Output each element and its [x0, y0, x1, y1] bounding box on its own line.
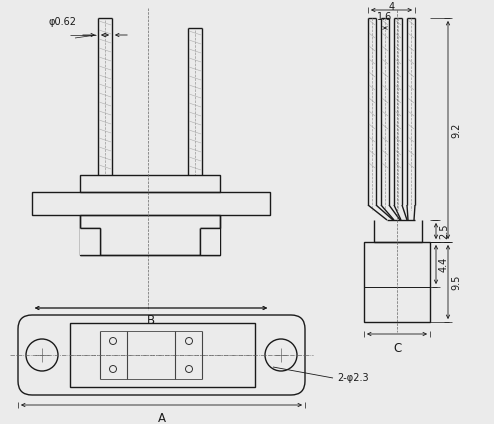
Bar: [364, 242, 430, 322]
Text: 2-φ2.3: 2-φ2.3: [337, 373, 369, 383]
Text: A: A: [158, 412, 165, 424]
Bar: [80, 228, 100, 255]
Text: φ0.62: φ0.62: [48, 17, 76, 27]
Text: B: B: [147, 314, 155, 327]
Bar: [70, 323, 255, 387]
Text: 9.2: 9.2: [451, 122, 461, 138]
Bar: [80, 175, 220, 192]
Bar: [200, 228, 220, 255]
Text: C: C: [393, 342, 401, 355]
Text: 4.4: 4.4: [439, 257, 449, 272]
Text: 4: 4: [388, 2, 395, 12]
Text: 2.5: 2.5: [439, 223, 449, 239]
Text: 1.6: 1.6: [377, 12, 393, 22]
Text: 9.5: 9.5: [451, 274, 461, 290]
Bar: [32, 192, 270, 215]
Bar: [80, 215, 220, 255]
